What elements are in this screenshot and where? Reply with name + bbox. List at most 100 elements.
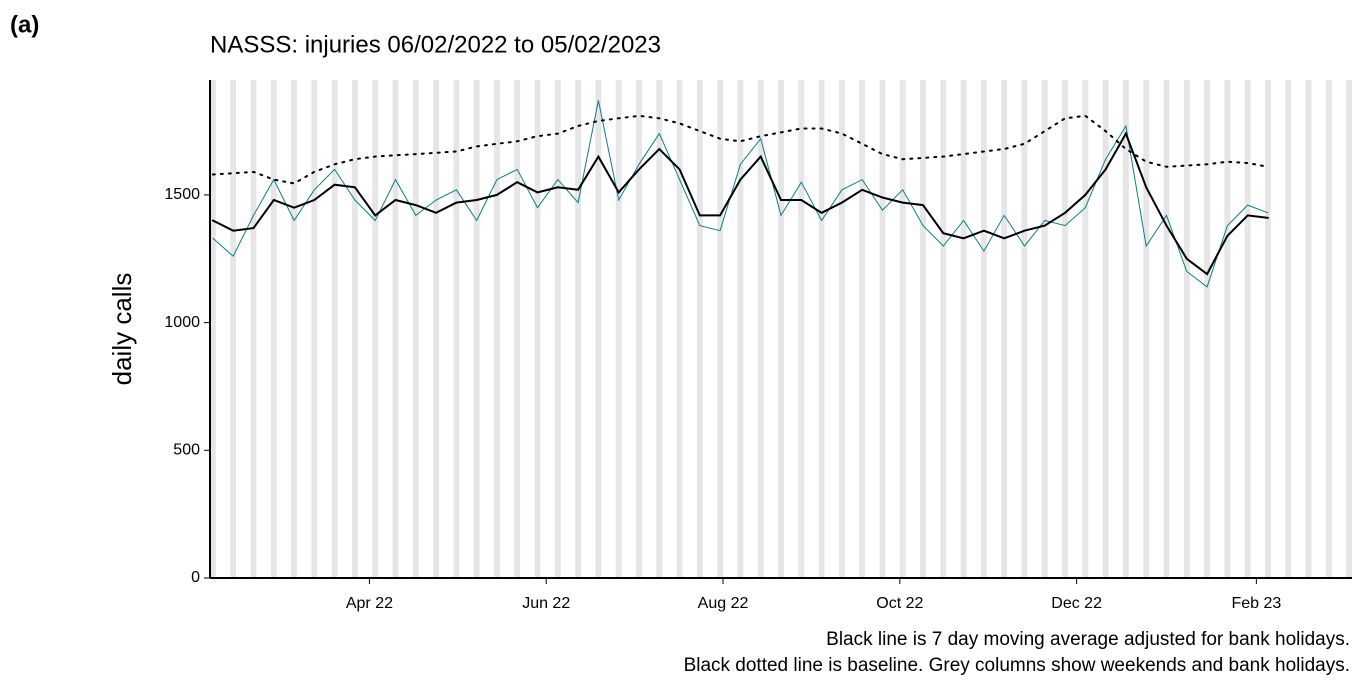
weekend-column <box>1346 80 1350 578</box>
weekend-column <box>1004 80 1008 578</box>
weekend-column <box>1207 80 1210 578</box>
weekend-column <box>537 80 541 578</box>
weekend-column <box>879 80 883 578</box>
weekend-column <box>659 80 663 578</box>
weekend-column <box>1308 80 1312 578</box>
weekend-column <box>980 80 984 578</box>
x-tick-label: Feb 23 <box>1231 595 1281 612</box>
weekend-column <box>1285 80 1289 578</box>
weekend-column <box>352 80 355 578</box>
weekend-column <box>636 80 639 578</box>
weekend-column <box>1183 80 1187 578</box>
weekend-column <box>1085 80 1089 578</box>
panel-label: (a) <box>10 11 39 38</box>
weekend-column <box>1102 80 1106 578</box>
weekend-column <box>1065 80 1068 578</box>
weekend-column <box>920 80 924 578</box>
y-tick-label: 1500 <box>164 186 200 203</box>
weekend-column <box>314 80 318 578</box>
weekend-column <box>638 80 642 578</box>
weekend-column <box>615 80 619 578</box>
weekend-column <box>291 80 295 578</box>
x-tick-label: Aug 22 <box>698 595 749 612</box>
weekend-column <box>311 80 315 578</box>
weekend-column <box>1125 80 1129 578</box>
note: Black line is 7 day moving average adjus… <box>826 629 1350 650</box>
series-line <box>212 100 1269 288</box>
note: Black dotted line is baseline. Grey colu… <box>684 655 1350 676</box>
weekend-column <box>1267 80 1271 578</box>
weekend-column <box>1021 80 1025 578</box>
weekend-column <box>1224 80 1228 578</box>
weekend-column <box>1227 80 1231 578</box>
weekend-column <box>473 80 477 578</box>
weekend-column <box>372 80 376 578</box>
weekend-column <box>557 80 561 578</box>
weekend-column <box>781 80 784 578</box>
weekend-column <box>1328 80 1332 578</box>
y-tick-label: 0 <box>191 569 200 586</box>
weekend-column <box>1041 80 1045 578</box>
weekend-column <box>983 80 987 578</box>
weekend-column <box>1349 80 1352 578</box>
weekend-column <box>940 80 944 578</box>
weekend-column <box>534 80 538 578</box>
weekend-column <box>1001 80 1005 578</box>
weekend-column <box>1305 80 1309 578</box>
x-tick-label: Dec 22 <box>1051 595 1102 612</box>
weekend-column <box>963 80 967 578</box>
weekend-column <box>902 80 906 578</box>
weekend-column <box>1163 80 1167 578</box>
weekend-column <box>757 80 761 578</box>
x-tick-label: Oct 22 <box>876 595 923 612</box>
weekend-column <box>395 80 399 578</box>
weekend-column <box>679 80 683 578</box>
weekend-column <box>412 80 416 578</box>
weekend-column <box>1204 80 1208 578</box>
weekend-column <box>862 80 866 578</box>
weekend-column <box>456 80 460 578</box>
weekend-column <box>392 80 396 578</box>
chart-title: NASSS: injuries 06/02/2022 to 05/02/2023 <box>210 31 661 58</box>
weekend-column <box>1325 80 1329 578</box>
weekend-column <box>1062 80 1066 578</box>
weekend-column <box>859 80 863 578</box>
weekend-column <box>514 80 518 578</box>
weekend-column <box>476 80 480 578</box>
weekend-column <box>233 80 237 578</box>
weekend-column <box>699 80 703 578</box>
weekend-column <box>598 80 602 578</box>
series-line <box>211 131 1269 276</box>
weekend-column <box>798 80 802 578</box>
weekend-column <box>210 80 213 578</box>
weekend-column <box>433 80 437 578</box>
weekend-column <box>656 80 660 578</box>
weekend-column <box>331 80 335 578</box>
weekend-column <box>882 80 886 578</box>
weekend-column <box>250 80 254 578</box>
series-line <box>211 114 1269 185</box>
weekend-column <box>436 80 439 578</box>
weekend-column <box>740 80 744 578</box>
weekend-column <box>1244 80 1248 578</box>
weekend-column <box>273 80 277 578</box>
weekend-column <box>578 80 582 578</box>
weekend-column <box>737 80 741 578</box>
weekend-column <box>212 80 216 578</box>
weekend-column <box>760 80 764 578</box>
weekend-column <box>899 80 903 578</box>
weekend-column <box>838 80 842 578</box>
weekend-column <box>595 80 599 578</box>
weekend-column <box>1265 80 1268 578</box>
weekend-column <box>496 80 500 578</box>
weekend-column <box>1024 80 1028 578</box>
y-axis-title: daily calls <box>107 273 137 386</box>
weekend-column <box>575 80 579 578</box>
weekend-column <box>720 80 724 578</box>
weekend-column <box>676 80 680 578</box>
weekend-column <box>494 80 497 578</box>
y-tick-label: 1000 <box>164 314 200 331</box>
x-tick-label: Jun 22 <box>522 595 570 612</box>
weekend-column <box>294 80 297 578</box>
weekend-column <box>696 80 700 578</box>
